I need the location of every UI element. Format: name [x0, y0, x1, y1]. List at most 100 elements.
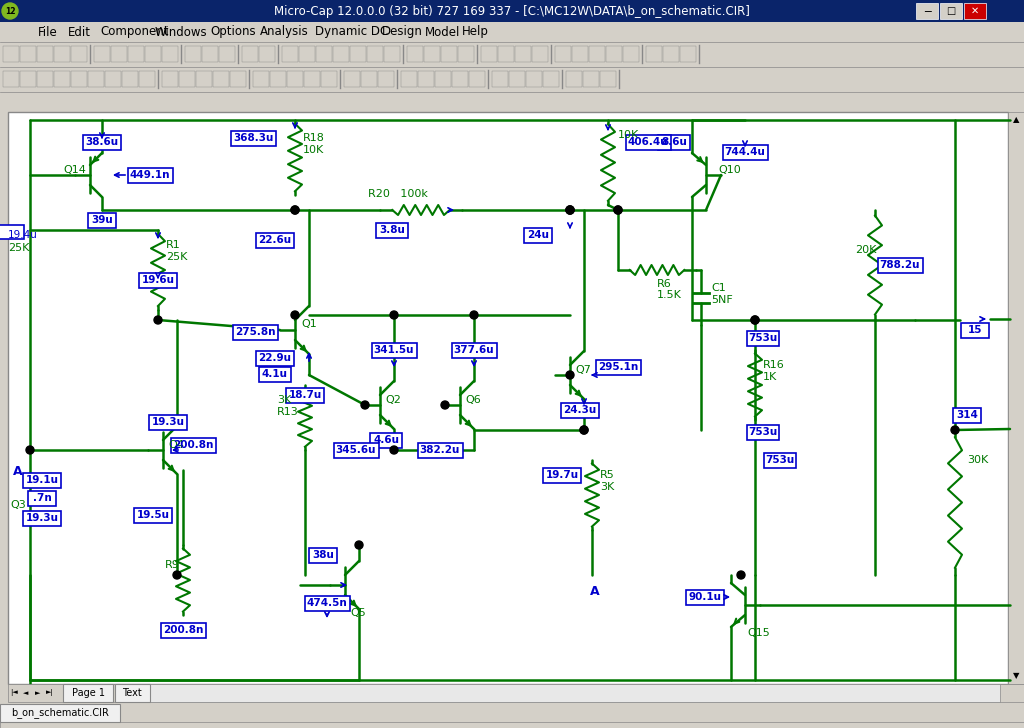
Text: Q4: Q4: [168, 440, 184, 450]
Bar: [361, 71, 377, 87]
Text: Help: Help: [462, 25, 488, 39]
Bar: [746, 424, 779, 440]
Bar: [256, 232, 294, 248]
Bar: [8, 112, 1008, 684]
Bar: [492, 71, 508, 87]
Text: 10K: 10K: [618, 130, 639, 140]
Text: 4.1u: 4.1u: [262, 369, 288, 379]
Text: 449.1n: 449.1n: [130, 170, 170, 180]
Text: 744.4u: 744.4u: [725, 147, 765, 157]
Bar: [469, 71, 485, 87]
Text: Q3: Q3: [10, 500, 26, 510]
Bar: [452, 71, 468, 87]
Circle shape: [614, 206, 622, 214]
Bar: [256, 350, 294, 365]
Bar: [561, 403, 599, 417]
Bar: [23, 510, 61, 526]
Bar: [658, 135, 690, 149]
Bar: [723, 144, 768, 159]
Bar: [376, 223, 408, 237]
Bar: [623, 46, 639, 62]
Bar: [304, 71, 319, 87]
Bar: [299, 46, 315, 62]
Text: Q5: Q5: [350, 608, 366, 618]
Bar: [128, 167, 172, 183]
Bar: [145, 46, 161, 62]
Bar: [680, 46, 696, 62]
Bar: [162, 46, 178, 62]
Text: 12: 12: [5, 7, 15, 15]
Bar: [961, 323, 989, 338]
Text: 200.8n: 200.8n: [163, 625, 203, 635]
Bar: [583, 71, 599, 87]
Text: 90.1u: 90.1u: [688, 592, 722, 602]
Text: ◄: ◄: [24, 690, 29, 696]
Text: A: A: [13, 465, 23, 478]
Text: 10K: 10K: [303, 145, 325, 155]
Bar: [606, 46, 622, 62]
Text: R6: R6: [657, 279, 672, 289]
Bar: [334, 443, 379, 457]
Bar: [543, 467, 582, 483]
Text: 406.4u: 406.4u: [628, 137, 669, 147]
Text: 382.2u: 382.2u: [420, 445, 460, 455]
Circle shape: [566, 371, 574, 379]
Text: 15: 15: [968, 325, 982, 335]
Bar: [940, 3, 962, 19]
Bar: [600, 71, 616, 87]
Text: 24u: 24u: [527, 230, 549, 240]
Bar: [878, 258, 923, 272]
Circle shape: [390, 446, 398, 454]
Bar: [253, 71, 269, 87]
Bar: [150, 684, 1000, 702]
Text: 19.7u: 19.7u: [546, 470, 579, 480]
Bar: [401, 71, 417, 87]
Bar: [134, 507, 172, 523]
Bar: [8, 684, 1024, 702]
Bar: [418, 71, 434, 87]
Bar: [384, 46, 400, 62]
Bar: [424, 46, 440, 62]
Text: 345.6u: 345.6u: [336, 445, 376, 455]
Bar: [37, 46, 53, 62]
Bar: [344, 71, 360, 87]
Text: 19.3u: 19.3u: [26, 513, 58, 523]
Bar: [543, 71, 559, 87]
Bar: [596, 360, 640, 374]
Bar: [161, 622, 206, 638]
Text: Component: Component: [100, 25, 169, 39]
Text: □: □: [946, 6, 955, 16]
Bar: [219, 46, 234, 62]
Bar: [441, 46, 457, 62]
Text: 753u: 753u: [765, 455, 795, 465]
Circle shape: [737, 571, 745, 579]
Text: 275.8n: 275.8n: [234, 327, 275, 337]
Bar: [242, 46, 258, 62]
Circle shape: [26, 446, 34, 454]
Circle shape: [566, 206, 574, 214]
Text: |◄: |◄: [10, 689, 17, 697]
Text: 368.3u: 368.3u: [232, 133, 273, 143]
Bar: [304, 596, 349, 611]
Text: 19.6u: 19.6u: [141, 275, 174, 285]
Circle shape: [470, 311, 478, 319]
Bar: [3, 46, 19, 62]
Text: 38u: 38u: [312, 550, 334, 560]
Text: 38.6u: 38.6u: [85, 137, 119, 147]
Text: 25K: 25K: [166, 252, 187, 262]
Bar: [3, 71, 19, 87]
Text: ▼: ▼: [1013, 671, 1019, 681]
Bar: [37, 71, 53, 87]
Text: Q14: Q14: [63, 165, 86, 175]
Bar: [286, 387, 325, 403]
Bar: [213, 71, 229, 87]
Text: ✕: ✕: [971, 6, 979, 16]
Bar: [407, 46, 423, 62]
Bar: [435, 71, 451, 87]
Text: Q15: Q15: [746, 628, 770, 638]
Text: ─: ─: [924, 6, 931, 16]
Bar: [230, 130, 275, 146]
Text: R1: R1: [166, 240, 181, 250]
Text: Q6: Q6: [465, 395, 480, 405]
Text: 753u: 753u: [749, 333, 777, 343]
